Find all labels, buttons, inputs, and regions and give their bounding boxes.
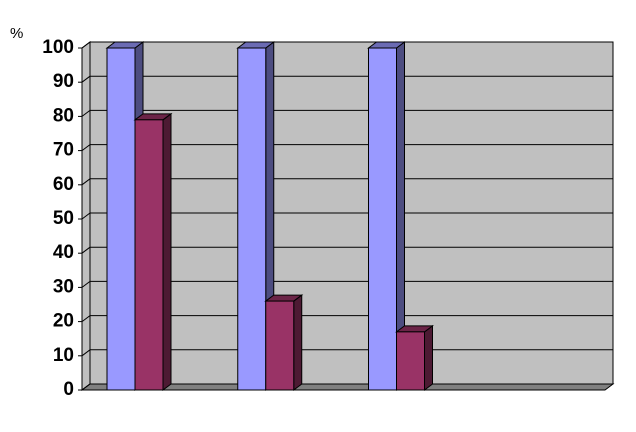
bar <box>106 47 136 391</box>
y-tick-label: 100 <box>42 37 74 58</box>
grid-line <box>81 41 91 49</box>
bar <box>265 300 295 391</box>
grid-line <box>81 178 91 186</box>
bar-side <box>293 294 303 391</box>
grid-line <box>81 315 91 323</box>
y-tick-label: 70 <box>53 140 74 161</box>
bar <box>237 47 267 391</box>
grid-line <box>81 280 91 288</box>
grid-line <box>81 110 91 117</box>
grid-line <box>81 212 91 220</box>
bar <box>134 119 164 391</box>
y-tick-label: 60 <box>53 174 74 195</box>
y-tick-label: 0 <box>63 379 74 400</box>
y-axis-label: % <box>10 25 23 42</box>
y-tick-label: 30 <box>53 276 74 297</box>
y-tick-label: 50 <box>53 208 74 229</box>
bar-side <box>424 324 433 391</box>
y-tick-label: 80 <box>53 105 74 126</box>
grid-line <box>81 246 91 254</box>
y-tick-label: 90 <box>53 71 74 92</box>
grid-line <box>81 383 91 391</box>
bar <box>368 47 397 391</box>
y-tick-label: 20 <box>53 311 74 332</box>
grid-line <box>81 75 91 83</box>
bar-side <box>162 112 172 391</box>
bar <box>396 331 425 391</box>
y-tick-label: 40 <box>53 242 74 263</box>
grid-line <box>81 144 91 152</box>
y-tick-label: 10 <box>53 345 74 366</box>
grid-line <box>81 349 91 357</box>
